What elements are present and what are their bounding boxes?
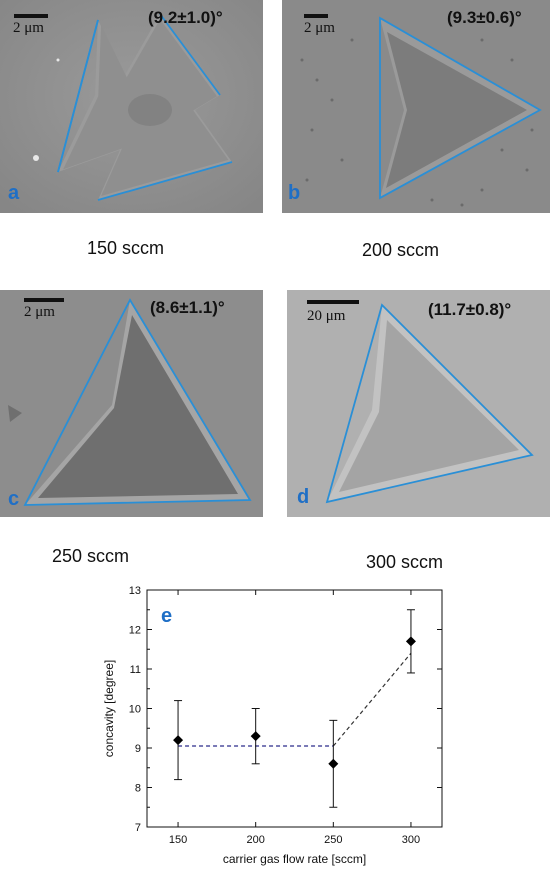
y-tick-label: 11 xyxy=(130,664,141,676)
outline-triangle xyxy=(325,303,534,504)
concavity-angle: (9.2±1.0)° xyxy=(148,8,223,27)
scale-bar xyxy=(24,298,64,302)
x-tick-label: 250 xyxy=(324,834,342,846)
sem-panel-d: 20 μm (11.7±0.8)° d xyxy=(287,290,550,517)
scale-bar xyxy=(14,14,48,18)
concavity-angle: (8.6±1.1)° xyxy=(150,298,225,317)
concavity-angle: (9.3±0.6)° xyxy=(447,8,522,27)
sem-image-c xyxy=(0,290,263,517)
panel-label: d xyxy=(297,486,310,508)
panel-label: b xyxy=(288,182,301,204)
data-point xyxy=(328,758,339,769)
panel-label: a xyxy=(8,182,20,204)
x-tick-label: 300 xyxy=(402,834,420,846)
sem-panel-a: 2 μm (9.2±1.0)° a xyxy=(0,0,263,213)
y-tick-label: 10 xyxy=(129,704,141,716)
plot-frame xyxy=(146,589,443,828)
y-axis-label: concavity [degree] xyxy=(102,660,116,757)
scale-label: 20 μm xyxy=(307,308,346,324)
concavity-angle: (11.7±0.8)° xyxy=(428,300,512,319)
data-point xyxy=(173,735,184,746)
caption-a: 150 sccm xyxy=(87,238,165,258)
outline-edge xyxy=(57,19,99,173)
x-tick-label: 150 xyxy=(169,834,187,846)
y-tick-label: 13 xyxy=(129,585,141,597)
caption-d: 300 sccm xyxy=(366,552,444,572)
y-tick-label: 9 xyxy=(135,743,141,755)
scale-bar xyxy=(307,300,359,304)
y-tick-label: 7 xyxy=(135,822,141,834)
scale-bar xyxy=(304,14,328,18)
x-tick-label: 200 xyxy=(247,834,265,846)
outline-triangle xyxy=(23,298,252,506)
sem-image-b xyxy=(282,0,550,213)
outline-edge xyxy=(159,13,221,96)
sem-image-d xyxy=(287,290,550,517)
panel-label: e xyxy=(161,605,172,627)
y-tick-label: 8 xyxy=(135,783,141,795)
scale-label: 2 μm xyxy=(13,20,44,36)
sem-image-a xyxy=(0,0,263,213)
sem-panel-c: 2 μm (8.6±1.1)° c xyxy=(0,290,263,517)
sem-panel-b: 2 μm (9.3±0.6)° b xyxy=(282,0,550,213)
data-point xyxy=(250,731,261,742)
concavity-chart: 150 200 250 300 7 8 9 10 11 12 13 e carrier gas fl… xyxy=(102,585,443,866)
caption-b: 200 sccm xyxy=(362,240,440,260)
trend-line xyxy=(332,652,412,747)
x-axis-label: carrier gas flow rate [sccm] xyxy=(223,852,366,866)
outline-triangle xyxy=(379,16,542,200)
data-point xyxy=(405,636,416,647)
panel-label: c xyxy=(8,488,20,510)
scale-label: 2 μm xyxy=(24,304,55,320)
scale-label: 2 μm xyxy=(304,20,335,36)
y-tick-label: 12 xyxy=(129,625,141,637)
outline-edge xyxy=(97,161,233,201)
caption-c: 250 sccm xyxy=(52,546,130,566)
